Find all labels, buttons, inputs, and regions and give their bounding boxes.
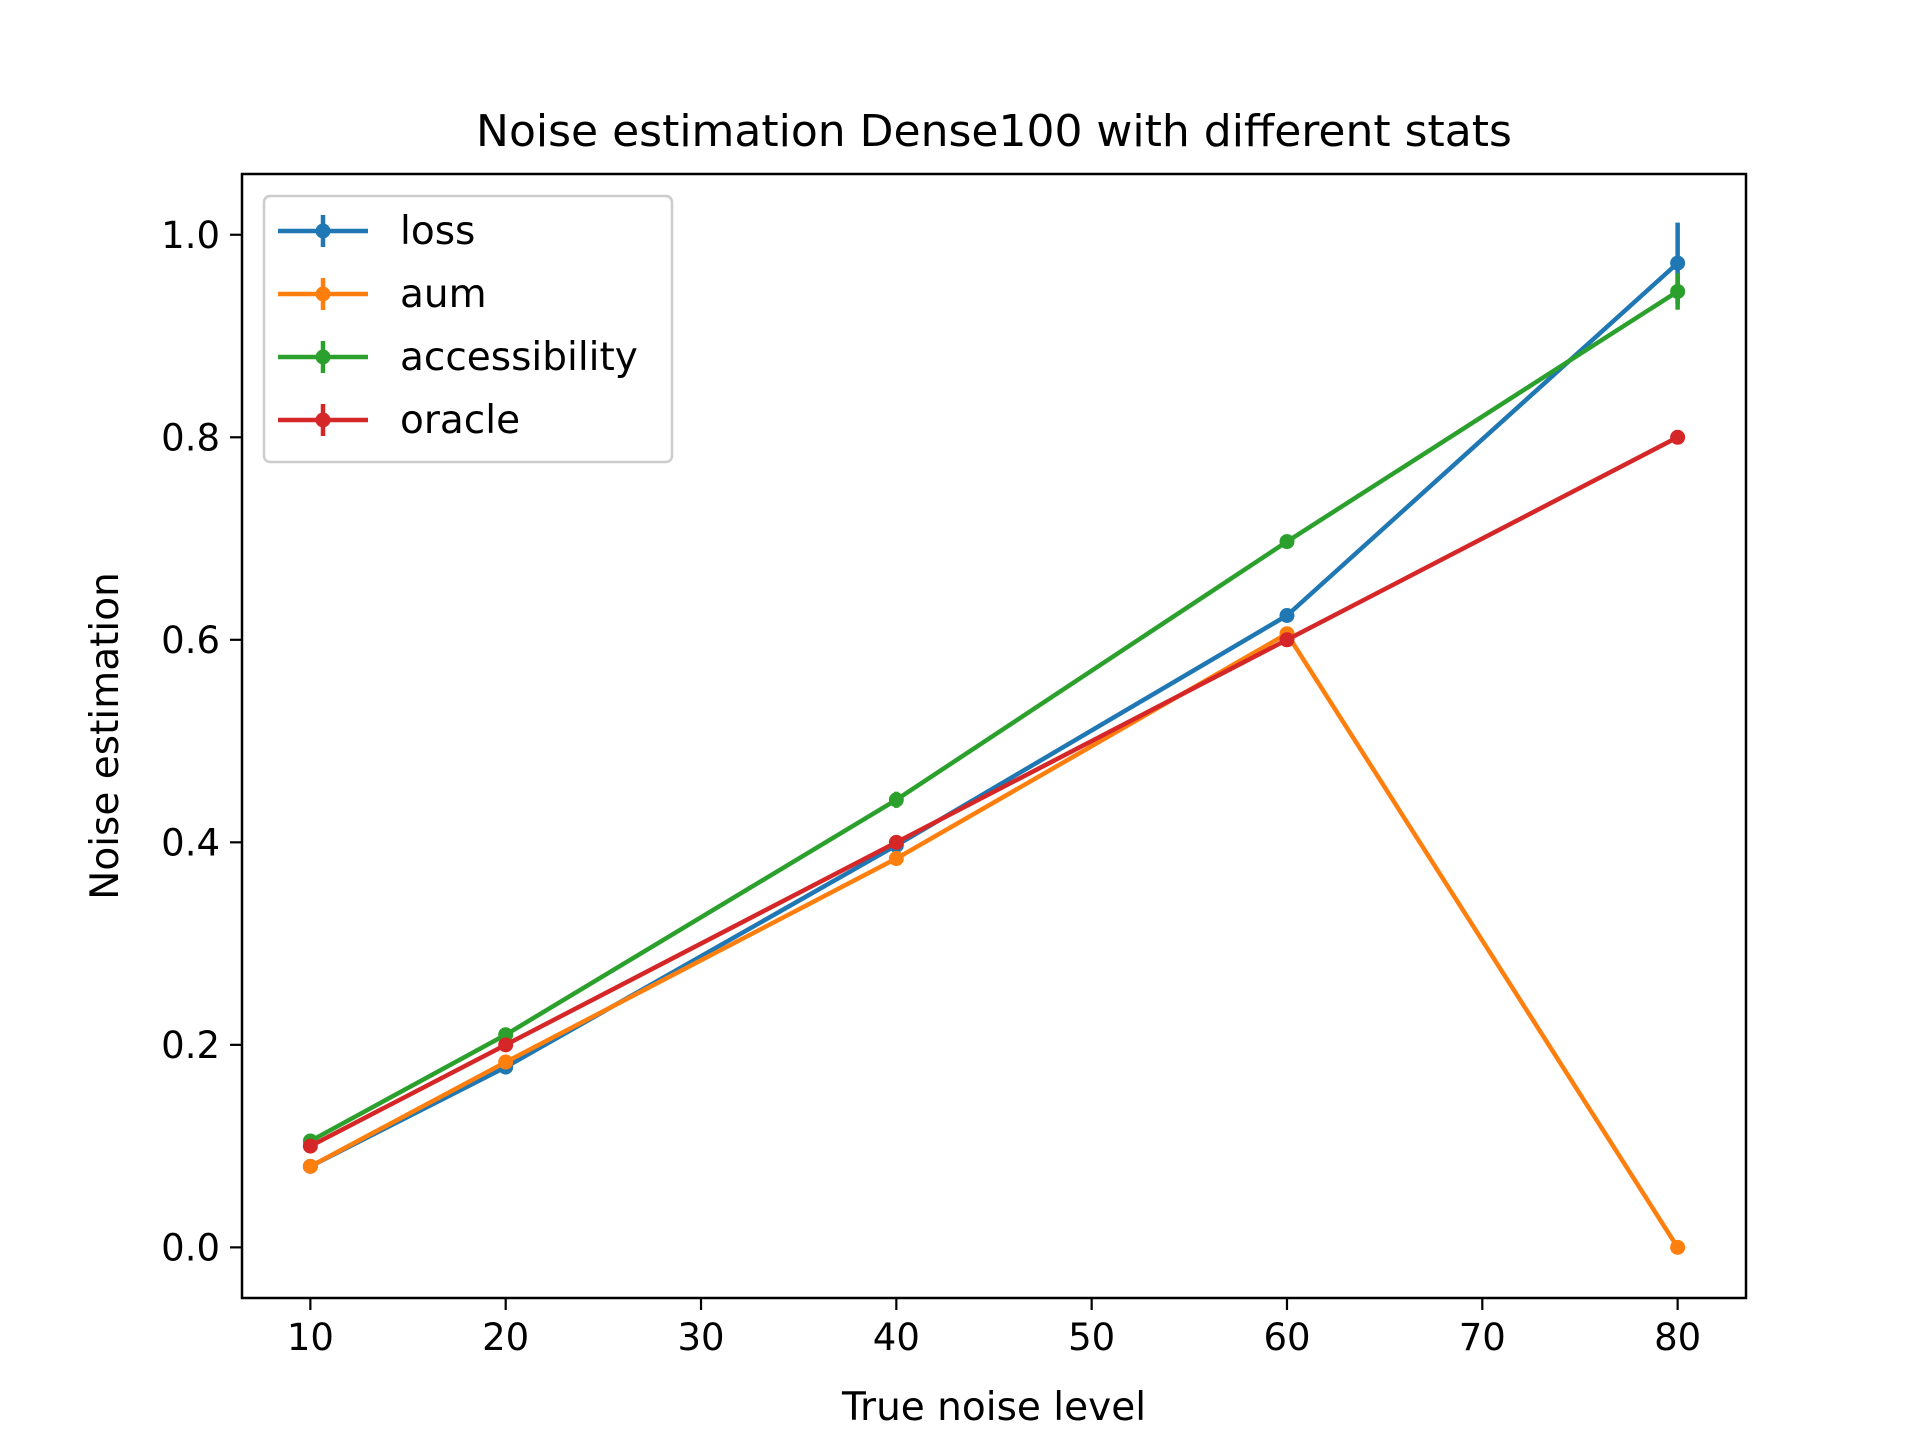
y-tick-label: 0.6 [161, 619, 220, 662]
data-point-oracle [498, 1037, 514, 1053]
x-tick-label: 50 [1068, 1316, 1115, 1359]
legend-label-aum: aum [400, 272, 487, 317]
data-point-oracle [1670, 429, 1686, 445]
legend-entry-loss: loss [278, 209, 475, 254]
data-point-aum [302, 1158, 318, 1174]
x-tick-label: 70 [1459, 1316, 1506, 1359]
y-axis-label: Noise estimation [83, 572, 128, 900]
x-tick-label: 20 [482, 1316, 529, 1359]
chart-title: Noise estimation Dense100 with different… [476, 106, 1512, 157]
data-point-oracle [302, 1138, 318, 1154]
legend-entry-oracle: oracle [278, 398, 520, 443]
x-axis-ticks: 10 20 30 40 50 60 70 80 [287, 1298, 1701, 1359]
y-tick-label: 0.4 [161, 821, 220, 864]
x-tick-label: 30 [677, 1316, 724, 1359]
legend-marker-accessibility [315, 349, 331, 365]
data-point-loss [1670, 255, 1686, 271]
legend-box [262, 194, 674, 464]
data-point-accessibility [888, 792, 904, 808]
axes-frame [240, 172, 1748, 1300]
x-tick-label: 80 [1654, 1316, 1701, 1359]
series-oracle [302, 429, 1686, 1154]
legend-label-oracle: oracle [400, 398, 520, 443]
data-point-accessibility [1279, 534, 1295, 550]
legend-marker-loss [315, 223, 331, 239]
x-axis-label: True noise level [841, 1385, 1146, 1430]
series-line-aum [309, 631, 1680, 1249]
data-point-oracle [1279, 632, 1295, 648]
legend-marker-aum [315, 286, 331, 302]
data-point-aum [498, 1054, 514, 1070]
series-line-oracle [309, 435, 1679, 1149]
data-point-loss [1279, 607, 1295, 623]
legend-marker-oracle [315, 412, 331, 428]
data-point-aum [888, 851, 904, 867]
x-tick-label: 60 [1263, 1316, 1310, 1359]
data-point-oracle [888, 834, 904, 850]
y-tick-label: 0.0 [161, 1226, 220, 1269]
y-tick-label: 0.8 [161, 416, 220, 459]
x-tick-label: 40 [873, 1316, 920, 1359]
plot-content [302, 222, 1686, 1255]
data-point-accessibility [1670, 283, 1686, 299]
y-tick-label: 0.2 [161, 1024, 220, 1067]
legend-entry-accessibility: accessibility [278, 335, 638, 380]
legend-entry-aum: aum [278, 272, 487, 317]
y-tick-label: 1.0 [161, 214, 220, 257]
y-axis-ticks: 0.0 0.2 0.4 0.6 0.8 1.0 [161, 214, 242, 1269]
series-aum [302, 626, 1686, 1255]
x-tick-label: 10 [287, 1316, 334, 1359]
data-point-aum [1670, 1239, 1686, 1255]
legend-label-loss: loss [400, 209, 475, 254]
legend-label-accessibility: accessibility [400, 335, 638, 380]
legend: loss aum accessibility oracle [262, 194, 674, 464]
